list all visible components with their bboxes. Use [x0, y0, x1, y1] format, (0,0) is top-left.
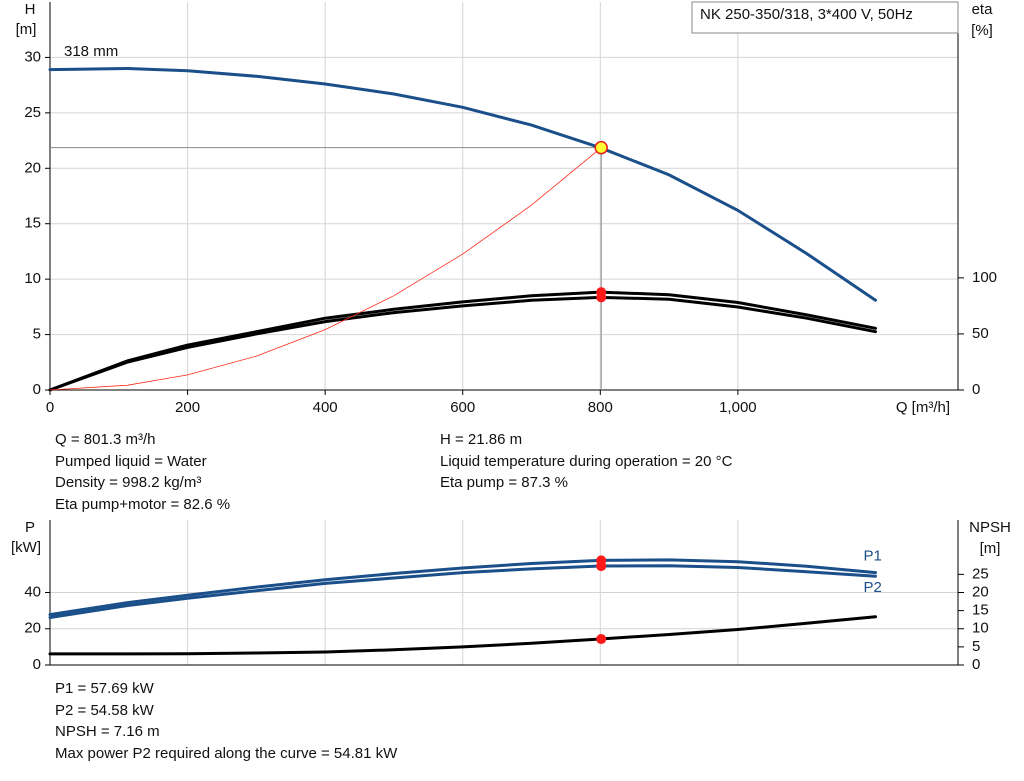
- y-tick-label: 0: [33, 656, 41, 673]
- curve: [48, 290, 877, 392]
- x-label: Q [m³/h]: [896, 399, 950, 416]
- y2-tick-label: 15: [972, 602, 989, 619]
- readout-line: H = 21.86 m: [440, 431, 523, 448]
- curve: [48, 66, 877, 302]
- readout-col: P1 = 57.69 kW P2 = 54.58 kW NPSH = 7.16 m M…: [55, 678, 397, 764]
- series-label: P1: [863, 548, 881, 565]
- y-unit: [kW]: [11, 539, 41, 556]
- x-tick-label: 600: [450, 399, 475, 416]
- readout-line: Liquid temperature during operation = 20…: [440, 452, 733, 470]
- readout-line: P2 = 54.58 kW: [55, 701, 154, 719]
- op-dot: [596, 292, 607, 303]
- y-tick-label: 20: [24, 620, 41, 637]
- op-point: [594, 140, 608, 155]
- y2-tick-label: 50: [972, 325, 989, 342]
- x-tick-label: 400: [313, 399, 338, 416]
- y2-tick-label: 5: [972, 638, 980, 655]
- title-box: [691, 1, 959, 34]
- curve: [48, 564, 877, 619]
- readout-line: Max power P2 required along the curve = …: [55, 744, 398, 762]
- readout-col: Q = 801.3 m³/h Pumped liquid = Water Densi…: [55, 429, 230, 515]
- curve: [48, 615, 877, 656]
- chart-title: NK 250-350/318, 3*400 V, 50Hz: [700, 6, 913, 23]
- readout-line: Pumped liquid = Water: [55, 452, 207, 470]
- y-tick-label: 25: [24, 104, 41, 121]
- y-label: P: [25, 519, 35, 536]
- curve: [48, 295, 877, 392]
- y-unit: [m]: [16, 21, 37, 38]
- readout-line: NPSH = 7.16 m: [55, 723, 160, 740]
- y-label: H: [25, 1, 36, 18]
- y2-unit: [m]: [980, 540, 1001, 557]
- readout-col: H = 21.86 m Liquid temperature during ope…: [440, 429, 732, 494]
- y2-label: eta: [972, 1, 994, 18]
- y-tick-label: 40: [24, 583, 41, 600]
- curve: [49, 148, 601, 391]
- annotation: 318 mm: [64, 43, 118, 60]
- x-tick-label: 200: [175, 399, 200, 416]
- x-tick-label: 800: [588, 399, 613, 416]
- y2-tick-label: 0: [972, 656, 980, 673]
- curve: [48, 558, 877, 617]
- y-tick-label: 30: [24, 48, 41, 65]
- y-tick-label: 20: [24, 159, 41, 176]
- x-tick-label: 0: [46, 399, 54, 416]
- y2-unit: [%]: [971, 22, 993, 39]
- readout-line: Density = 998.2 kg/m³: [55, 474, 202, 491]
- y2-tick-label: 0: [972, 381, 980, 398]
- y-tick-label: 15: [24, 215, 41, 232]
- series-label: P2: [863, 579, 881, 596]
- y2-tick-label: 10: [972, 620, 989, 637]
- x-tick-label: 1,000: [719, 399, 757, 416]
- readout-line: Eta pump = 87.3 %: [440, 474, 568, 491]
- y-tick-label: 10: [24, 270, 41, 287]
- y2-tick-label: 20: [972, 583, 989, 600]
- y2-label: NPSH: [969, 519, 1011, 536]
- op-dot: [596, 634, 607, 645]
- readout-line: P1 = 57.69 kW: [55, 680, 154, 697]
- y2-tick-label: 25: [972, 565, 989, 582]
- op-dot: [596, 561, 607, 572]
- readout-line: Eta pump+motor = 82.6 %: [55, 495, 231, 513]
- y2-tick-label: 100: [972, 269, 997, 286]
- y-tick-label: 0: [33, 381, 41, 398]
- readout-line: Q = 801.3 m³/h: [55, 431, 156, 448]
- y-tick-label: 5: [33, 326, 41, 343]
